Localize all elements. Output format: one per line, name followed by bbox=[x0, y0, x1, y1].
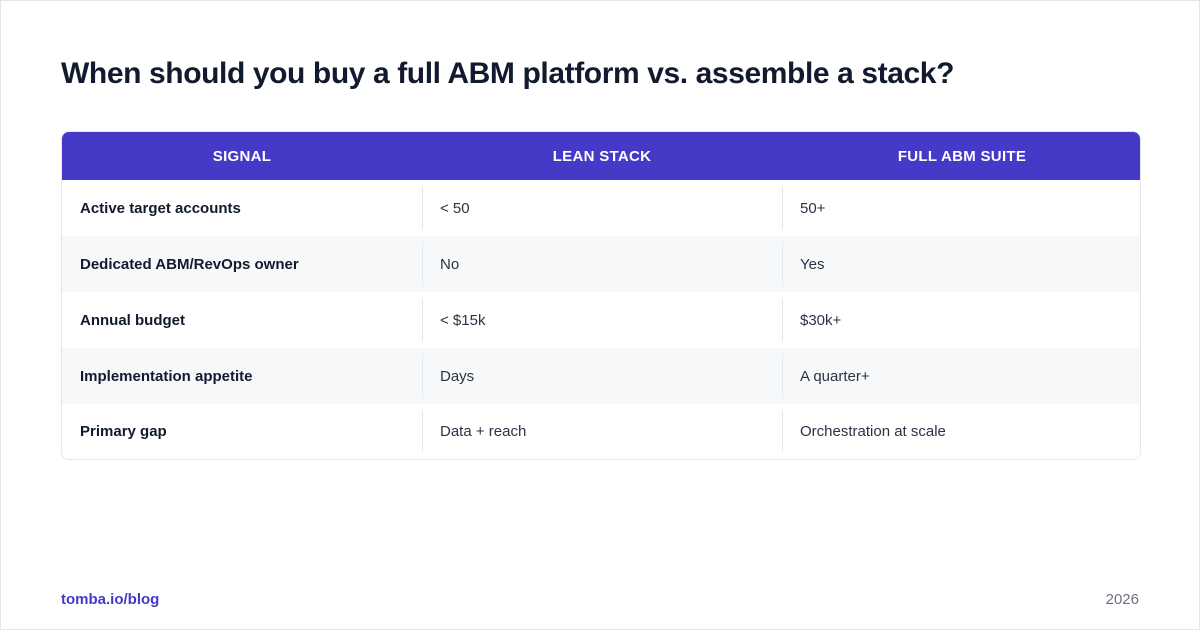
table-row: Dedicated ABM/RevOps owner No Yes bbox=[62, 236, 1140, 292]
row-signal: Dedicated ABM/RevOps owner bbox=[80, 255, 299, 273]
header-lean-stack: LEAN STACK bbox=[552, 147, 652, 165]
row-signal: Implementation appetite bbox=[80, 367, 253, 385]
table-header: SIGNAL LEAN STACK FULL ABM SUITE bbox=[62, 132, 1140, 180]
row-lean-value: < 50 bbox=[422, 180, 782, 236]
comparison-table: SIGNAL LEAN STACK FULL ABM SUITE Active … bbox=[61, 131, 1141, 460]
row-full-value: Orchestration at scale bbox=[782, 404, 1140, 459]
footer-year: 2026 bbox=[1105, 591, 1139, 608]
table-row: Annual budget < $15k $30k+ bbox=[62, 292, 1140, 348]
row-signal: Active target accounts bbox=[80, 199, 241, 217]
table-row: Primary gap Data + reach Orchestration a… bbox=[62, 404, 1140, 459]
row-full-value: 50+ bbox=[782, 180, 1140, 236]
table-row: Active target accounts < 50 50+ bbox=[62, 180, 1140, 236]
header-full-abm-suite: FULL ABM SUITE bbox=[897, 147, 1027, 165]
page-title: When should you buy a full ABM platform … bbox=[61, 57, 955, 90]
row-lean-value: Days bbox=[422, 348, 782, 404]
row-lean-value: No bbox=[422, 236, 782, 292]
row-lean-value: Data + reach bbox=[422, 404, 782, 459]
row-signal: Primary gap bbox=[80, 423, 167, 440]
row-full-value: $30k+ bbox=[782, 292, 1140, 348]
row-full-value: A quarter+ bbox=[782, 348, 1140, 404]
blog-link[interactable]: tomba.io/blog bbox=[61, 591, 160, 608]
table-row: Implementation appetite Days A quarter+ bbox=[62, 348, 1140, 404]
row-lean-value: < $15k bbox=[422, 292, 782, 348]
row-signal: Annual budget bbox=[80, 311, 185, 329]
row-full-value: Yes bbox=[782, 236, 1140, 292]
header-signal: SIGNAL bbox=[212, 147, 272, 165]
